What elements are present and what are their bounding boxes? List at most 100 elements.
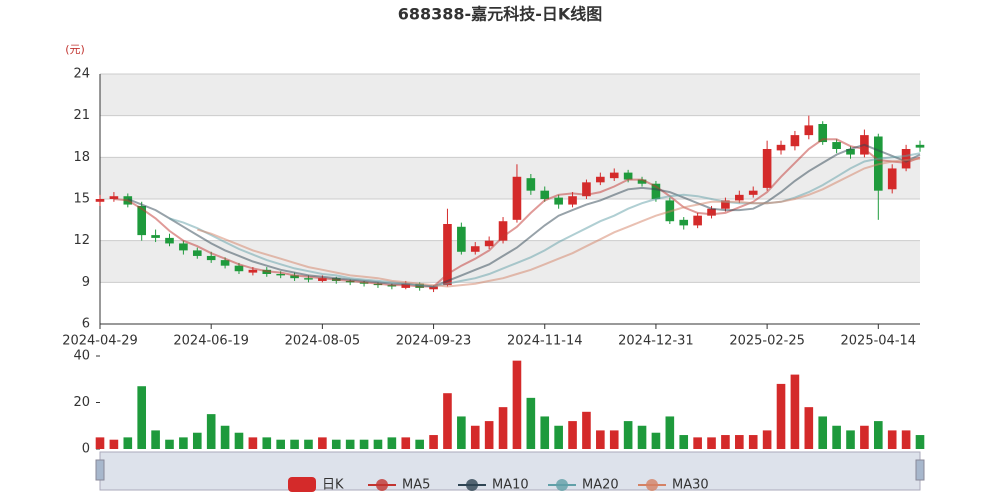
x-tick-label: 2024-08-05: [285, 334, 361, 349]
volume-bar: [331, 439, 341, 449]
volume-bar: [637, 425, 647, 449]
candle-body: [804, 125, 814, 136]
volume-bar: [415, 439, 424, 449]
x-tick-label: 2025-02-25: [729, 334, 805, 349]
volume-bar: [748, 435, 758, 449]
candle-body: [484, 240, 494, 247]
volume-bar: [345, 439, 355, 449]
candle-body: [901, 149, 911, 169]
candle-body: [151, 235, 160, 238]
candle-body: [95, 199, 105, 202]
candle-body: [234, 265, 244, 272]
candle-body: [137, 205, 147, 236]
candle-body: [568, 196, 577, 205]
candle-body: [915, 144, 925, 148]
legend-label: MA5: [402, 478, 430, 493]
volume-bar: [860, 425, 869, 449]
volume-bar: [901, 430, 911, 449]
candle-body: [192, 250, 202, 256]
x-tick-label: 2024-09-23: [396, 334, 472, 349]
volume-bar: [192, 432, 202, 449]
volume-bar: [665, 416, 675, 449]
candle-body: [609, 172, 619, 179]
volume-bar: [234, 432, 244, 449]
y-tick-label: 21: [73, 108, 90, 123]
volume-bar: [470, 425, 480, 449]
y-tick-label: 6: [82, 317, 90, 332]
unit-label: (元): [65, 43, 85, 56]
volume-bar: [693, 437, 702, 449]
volume-bar: [359, 439, 369, 449]
candle-body: [846, 149, 855, 155]
candle-body: [540, 190, 550, 199]
x-tick-label: 2024-11-14: [507, 334, 583, 349]
candle-body: [512, 176, 522, 220]
volume-bar: [679, 435, 689, 449]
y-tick-label: 9: [82, 275, 90, 290]
ma-line: [197, 157, 921, 288]
candle-body: [596, 176, 605, 183]
x-tick-label: 2024-04-29: [62, 334, 138, 349]
volume-bar: [554, 425, 563, 449]
candle-body: [651, 183, 661, 199]
volume-bar: [568, 421, 577, 449]
candle-body: [498, 221, 508, 241]
candle-body: [707, 208, 716, 216]
candle-body: [443, 224, 452, 286]
legend-icon: [288, 477, 316, 492]
ma-line: [169, 152, 921, 288]
candle-body: [776, 144, 786, 151]
legend-icon: [466, 479, 478, 491]
x-tick-label: 2024-12-31: [618, 334, 694, 349]
legend-label: MA30: [672, 478, 709, 493]
volume-bar: [220, 425, 230, 449]
volume-bar: [165, 439, 174, 449]
volume-bar: [151, 430, 160, 449]
legend-icon: [376, 479, 388, 491]
grid-band: [100, 74, 920, 116]
volume-bar: [609, 430, 619, 449]
volume-tick-label: 20: [73, 395, 90, 410]
candle-body: [818, 124, 828, 143]
y-tick-label: 12: [73, 233, 90, 248]
candle-body: [179, 243, 188, 251]
volume-bar: [526, 397, 536, 449]
volume-bar: [304, 439, 313, 449]
volume-bar: [582, 411, 591, 449]
volume-bar: [762, 430, 772, 449]
volume-bar: [721, 435, 730, 449]
candle-body: [109, 196, 119, 199]
chart-title: 688388-嘉元科技-日K线图: [398, 5, 602, 24]
zoom-handle: [95, 459, 105, 481]
legend-label: MA10: [492, 478, 529, 493]
zoom-handle: [915, 459, 925, 481]
legend-label: MA20: [582, 478, 619, 493]
candle-body: [735, 194, 744, 201]
volume-tick-label: 0: [82, 442, 90, 457]
volume-bar: [318, 437, 327, 449]
volume-bar: [443, 393, 452, 449]
legend-label: 日K: [322, 478, 344, 493]
volume-bar: [707, 437, 716, 449]
volume-bar: [484, 421, 494, 449]
volume-bar: [915, 435, 925, 449]
volume-bar: [776, 383, 786, 449]
volume-bar: [276, 439, 285, 449]
volume-bar: [262, 437, 272, 449]
volume-bar: [623, 421, 633, 449]
candle-body: [748, 190, 758, 195]
volume-bar: [790, 374, 800, 449]
volume-bar: [109, 439, 119, 449]
volume-bar: [873, 421, 883, 449]
candle-body: [762, 149, 772, 188]
candle-body: [318, 278, 327, 281]
candle-body: [206, 255, 216, 261]
candle-body: [165, 237, 174, 244]
volume-bar: [95, 437, 105, 449]
volume-bar: [596, 430, 605, 449]
candle-body: [623, 172, 633, 180]
volume-bar: [804, 407, 814, 449]
volume-bar: [179, 437, 188, 449]
candle-body: [832, 142, 841, 149]
